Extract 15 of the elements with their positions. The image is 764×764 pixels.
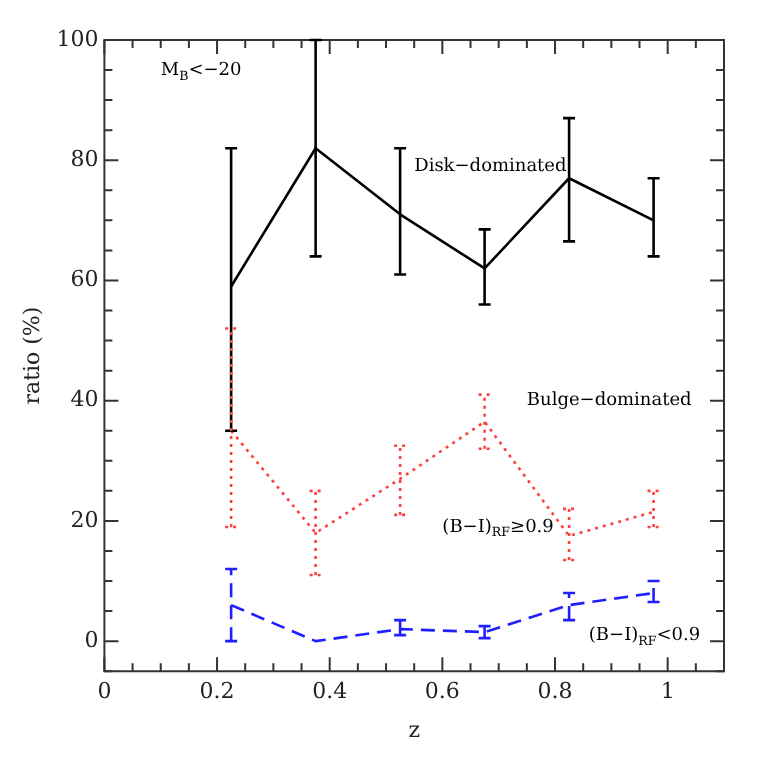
x-tick-label: 1 bbox=[660, 678, 675, 705]
series-label: Disk−dominated bbox=[414, 156, 568, 177]
y-tick-label: 60 bbox=[70, 266, 99, 293]
x-tick-label: 0.4 bbox=[312, 678, 348, 705]
x-tick-label: 0.8 bbox=[537, 678, 573, 705]
y-tick-label: 20 bbox=[70, 506, 99, 533]
y-tick-label: 80 bbox=[70, 145, 99, 172]
annotation: Bulge−dominated bbox=[526, 391, 693, 412]
y-axis-title: ratio (%) bbox=[18, 306, 45, 405]
y-tick-label: 100 bbox=[56, 25, 99, 52]
x-axis-title: z bbox=[408, 716, 421, 743]
y-tick-label: 0 bbox=[84, 626, 99, 653]
y-tick-label: 40 bbox=[70, 386, 99, 413]
x-tick-label: 0.2 bbox=[199, 678, 235, 705]
x-tick-label: 0.6 bbox=[424, 678, 460, 705]
